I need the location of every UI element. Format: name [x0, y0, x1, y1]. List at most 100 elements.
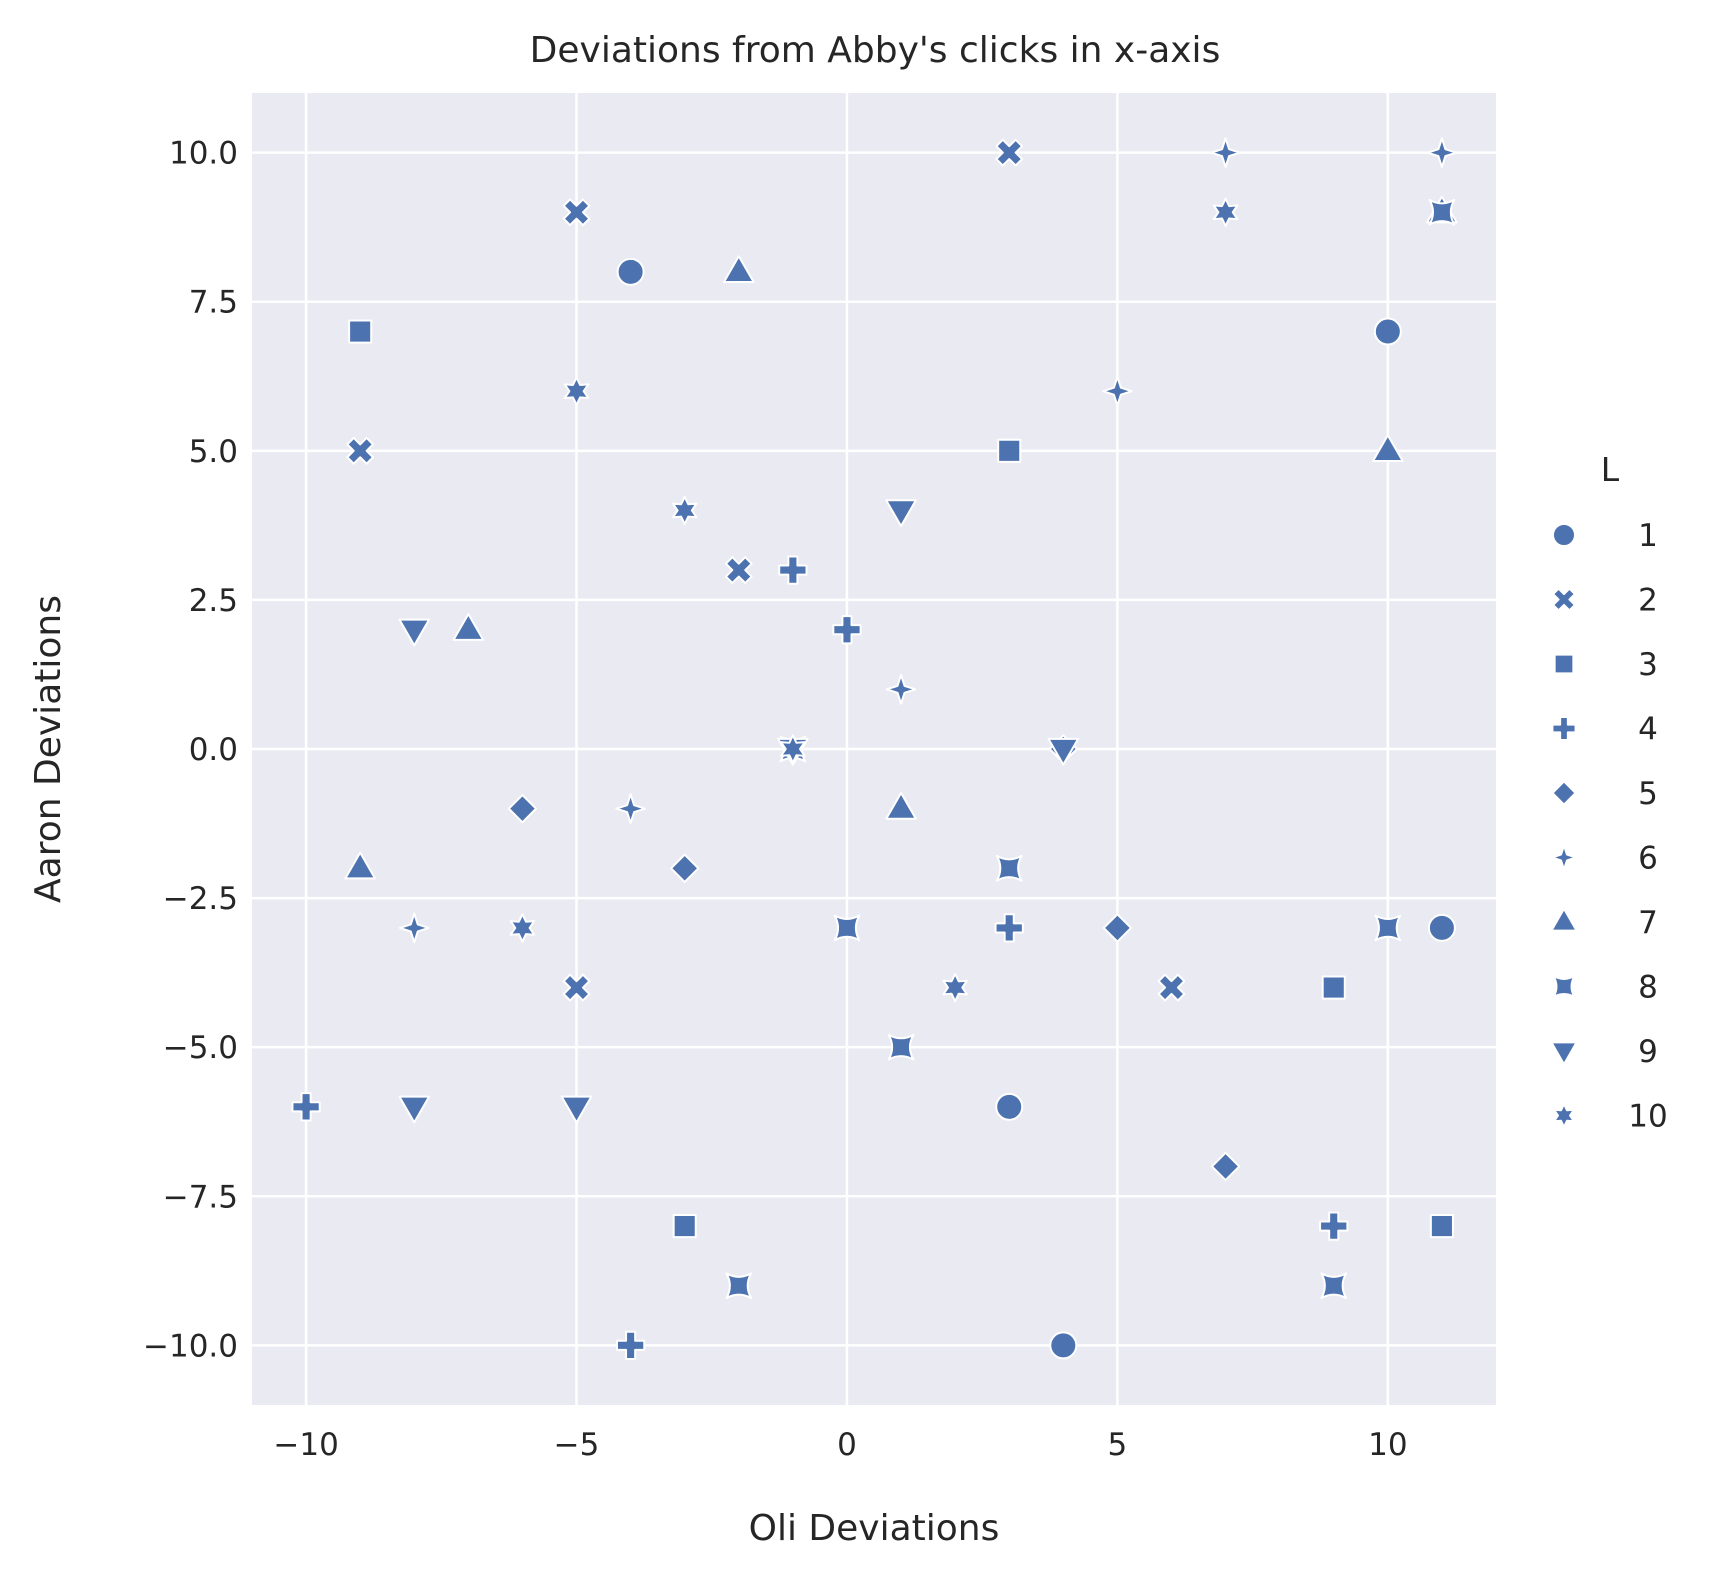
data-point-square [348, 319, 373, 344]
data-point-star4 [615, 793, 646, 824]
legend-marker-triangle-up [1550, 907, 1578, 932]
data-point-circle [616, 257, 645, 286]
legend-label: 4 [1638, 712, 1658, 748]
series-2 [346, 138, 1186, 1002]
legend-label: 10 [1628, 1099, 1667, 1135]
data-point-x [995, 138, 1024, 167]
legend-marker-square [1553, 653, 1575, 675]
data-point-plus [1319, 1211, 1349, 1241]
data-point-triangle-down [560, 1095, 593, 1124]
data-point-star6 [1212, 197, 1239, 227]
data-point-x [1157, 973, 1186, 1002]
data-point-star4 [398, 912, 430, 944]
data-point-circle [1049, 1331, 1078, 1360]
data-point-triangle-up [885, 792, 917, 820]
data-point-circle [1427, 913, 1456, 942]
legend-marker-circle [1552, 523, 1576, 547]
data-point-plus [832, 615, 862, 645]
data-point-hourglass [1320, 1272, 1348, 1300]
x-tick-label: −10 [273, 1427, 338, 1463]
y-tick-label: 5.0 [189, 434, 238, 470]
data-point-star6 [942, 972, 968, 1003]
data-point-star6 [780, 734, 806, 764]
legend-marker-triangle-down [1550, 1041, 1578, 1066]
data-point-star4 [1210, 137, 1241, 168]
y-axis-label: Aaron Deviations [28, 595, 69, 903]
data-point-hourglass [725, 1272, 753, 1300]
legend-marker-star4 [1550, 844, 1578, 871]
data-point-diamond [507, 793, 538, 824]
data-point-x [562, 198, 591, 227]
data-point-hourglass [995, 854, 1023, 882]
legend-label: 8 [1638, 970, 1658, 1006]
data-point-x [724, 556, 753, 584]
data-point-square [1429, 1214, 1454, 1239]
data-point-square [1321, 975, 1346, 1000]
grid-lines [252, 93, 1496, 1405]
data-point-circle [995, 1092, 1024, 1121]
x-tick-label: −5 [554, 1427, 600, 1463]
data-point-star4 [885, 674, 917, 705]
data-points [291, 137, 1458, 1361]
data-point-triangle-up [452, 613, 485, 641]
legend-marker-diamond [1551, 780, 1577, 806]
series-1 [616, 257, 1456, 1360]
series-4 [291, 555, 1349, 1361]
data-point-circle [1373, 317, 1402, 346]
x-tick-label: 0 [837, 1427, 857, 1463]
data-point-triangle-up [722, 255, 755, 284]
y-axis-ticks: −10.0 −7.5 −5.0 −2.5 0.0 2.5 5.0 7.5 10.0 [143, 136, 238, 1365]
data-point-star4 [1426, 137, 1458, 168]
legend-label: 6 [1638, 841, 1658, 877]
y-tick-label: −7.5 [163, 1179, 238, 1215]
legend-label: 1 [1638, 518, 1658, 554]
data-point-x [346, 436, 375, 465]
legend-marker-hourglass [1552, 975, 1576, 998]
data-point-hourglass [833, 914, 861, 942]
y-tick-label: −2.5 [163, 881, 238, 917]
y-tick-label: −5.0 [163, 1030, 238, 1066]
data-point-hourglass [887, 1033, 915, 1061]
data-point-star6 [563, 376, 590, 406]
x-tick-label: 10 [1368, 1427, 1407, 1463]
data-point-triangle-down [398, 618, 431, 647]
data-point-diamond [1102, 913, 1133, 943]
legend-label: 2 [1638, 583, 1658, 619]
series-10 [509, 197, 1239, 1003]
legend-marker-star6 [1553, 1102, 1575, 1129]
data-point-triangle-down [398, 1095, 431, 1124]
legend-marker-plus [1551, 715, 1577, 742]
data-point-plus [615, 1330, 646, 1361]
data-point-x [562, 973, 591, 1002]
data-point-hourglass [1428, 198, 1456, 226]
data-point-triangle-down [885, 499, 917, 528]
legend-label: 3 [1638, 647, 1658, 683]
data-point-square [672, 1214, 697, 1239]
series-3 [348, 319, 1454, 1239]
data-point-triangle-up [344, 851, 376, 880]
series-6 [398, 137, 1458, 944]
x-axis-ticks: −10 −5 0 5 10 [273, 1427, 1407, 1463]
y-tick-label: 10.0 [169, 136, 238, 172]
legend-label: 7 [1638, 905, 1658, 941]
legend-label: 5 [1638, 776, 1658, 812]
x-tick-label: 5 [1108, 1427, 1128, 1463]
data-point-triangle-up [1372, 434, 1404, 462]
data-point-diamond [670, 853, 700, 883]
data-point-square [997, 438, 1022, 463]
legend-title: L [1601, 450, 1620, 489]
data-point-diamond [1210, 1151, 1241, 1182]
data-point-plus [291, 1092, 321, 1122]
legend-marker-x [1552, 587, 1576, 612]
data-point-star6 [509, 913, 536, 943]
data-point-hourglass [1374, 914, 1402, 942]
data-point-star4 [1102, 375, 1133, 407]
data-point-triangle-down [1047, 737, 1080, 766]
legend-label: 9 [1638, 1034, 1658, 1070]
data-point-plus [994, 913, 1024, 943]
legend: L 1 2 3 4 5 6 7 8 9 10 [1550, 450, 1668, 1135]
x-axis-label: Oli Deviations [749, 1508, 1000, 1549]
y-tick-label: −10.0 [143, 1328, 238, 1364]
chart-title: Deviations from Abby's clicks in x-axis [530, 30, 1221, 71]
